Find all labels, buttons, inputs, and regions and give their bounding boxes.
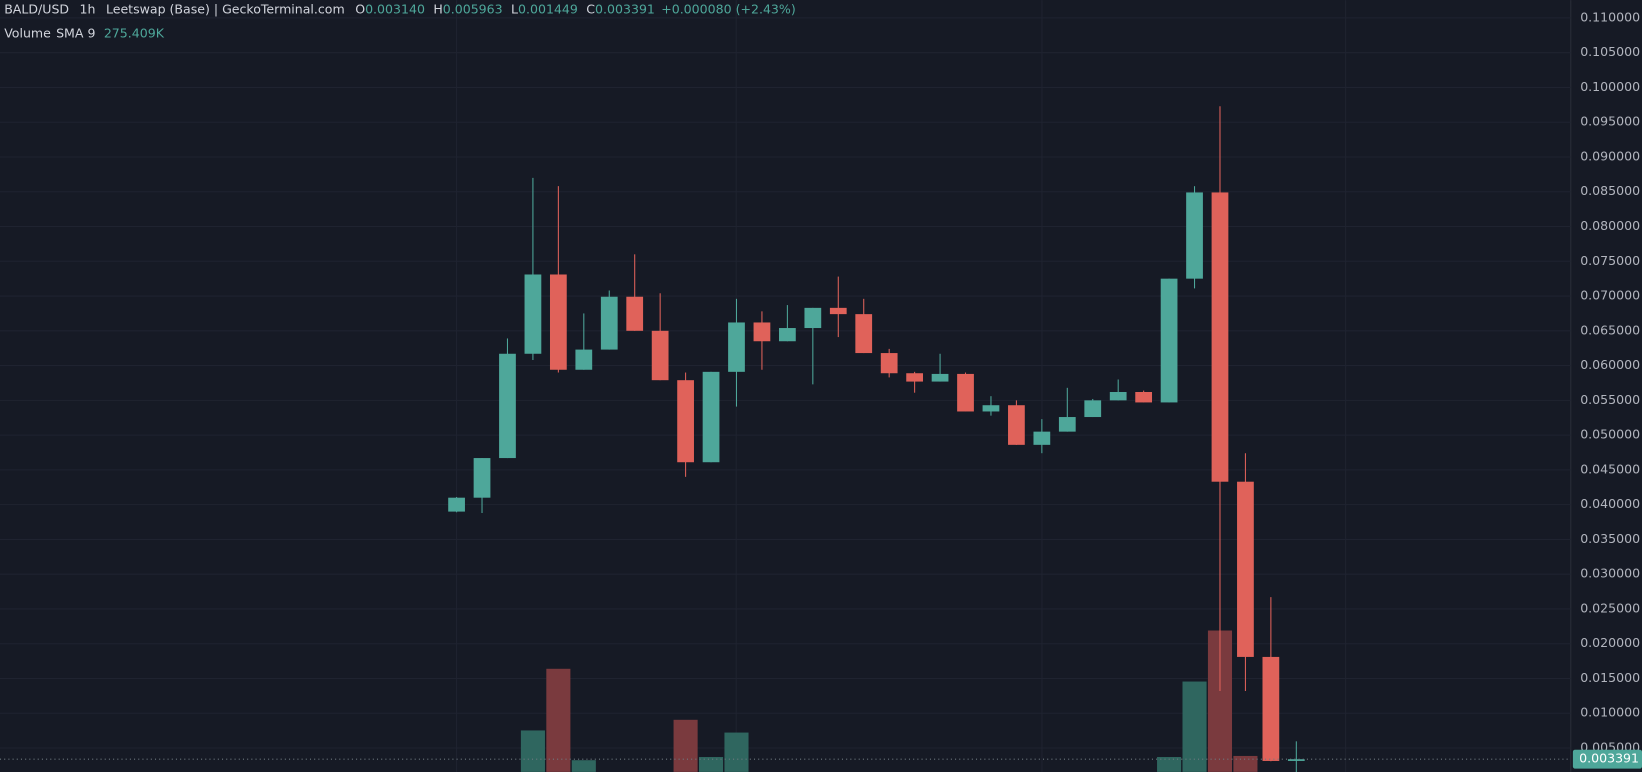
candle-body <box>1160 278 1178 403</box>
ohlc-value: 0.003391 <box>595 1 655 16</box>
y-tick-label: 0.020000 <box>1580 635 1640 650</box>
y-tick-label: 0.045000 <box>1580 461 1640 476</box>
y-tick-label: 0.035000 <box>1580 531 1640 546</box>
candle-body <box>1237 481 1254 657</box>
candle-body <box>1058 417 1076 432</box>
candle-body <box>829 307 847 315</box>
candle-body <box>702 371 720 463</box>
y-tick-label: 0.060000 <box>1580 357 1640 372</box>
candle-body <box>855 314 873 354</box>
y-tick-label: 0.105000 <box>1580 44 1640 59</box>
candle-body <box>473 458 491 498</box>
interval: 1h <box>80 1 96 16</box>
volume-bar <box>699 757 724 772</box>
legend-header: BALD/USD 1h Leetswap (Base) | GeckoTermina… <box>4 1 796 17</box>
candle-body <box>600 296 618 350</box>
volume-bar <box>571 760 596 772</box>
candle-body <box>779 328 796 342</box>
candle-body <box>728 322 745 372</box>
ohlc-key: O <box>355 1 365 16</box>
candle-body <box>1033 431 1051 445</box>
candle-body <box>575 349 593 370</box>
candle-body <box>1008 405 1025 445</box>
candle-body <box>1186 192 1203 279</box>
y-tick-label: 0.065000 <box>1580 322 1640 337</box>
candle-body <box>626 296 644 331</box>
candle-body <box>1135 392 1153 403</box>
y-tick-label: 0.110000 <box>1580 9 1640 24</box>
candle-body <box>448 497 465 512</box>
volume-bar <box>546 668 571 772</box>
candle-body <box>753 322 771 342</box>
y-tick-label: 0.070000 <box>1580 288 1640 303</box>
candle-body <box>880 353 898 374</box>
symbol: BALD/USD <box>4 1 69 16</box>
volume-bar <box>520 730 545 772</box>
candle-body <box>1287 759 1305 761</box>
candle-body <box>1211 192 1229 482</box>
candle-body <box>957 373 974 412</box>
y-tick-label: 0.010000 <box>1580 705 1640 720</box>
candle-body <box>1262 656 1280 761</box>
ohlc-key: C <box>586 1 595 16</box>
volume-label: Volume <box>4 25 51 40</box>
volume-bar <box>1157 757 1182 772</box>
candle-body <box>906 373 923 382</box>
candle-body <box>499 353 516 459</box>
y-tick-label: 0.025000 <box>1580 600 1640 615</box>
volume-sma-value: 275.409K <box>104 25 165 40</box>
candle-body <box>931 373 949 382</box>
volume-legend: Volume SMA 9 275.409K <box>4 25 165 40</box>
candle-body <box>1084 400 1102 418</box>
candle-body <box>677 380 694 463</box>
volume-bar <box>673 719 698 772</box>
volume-bar <box>1233 755 1258 772</box>
candle-body <box>982 405 1000 412</box>
last-price-tag <box>1572 749 1642 769</box>
volume-sma-label: SMA 9 <box>56 25 95 40</box>
volume-bar <box>1182 681 1207 772</box>
y-tick-label: 0.050000 <box>1580 427 1640 442</box>
y-tick-label: 0.100000 <box>1580 79 1640 94</box>
candle-body <box>524 274 542 354</box>
ohlc-key: L <box>511 1 518 16</box>
source: Leetswap (Base) | GeckoTerminal.com <box>106 1 345 17</box>
last-price-label: 0.003391 <box>1579 751 1639 766</box>
y-tick-label: 0.075000 <box>1580 253 1640 268</box>
candle-body <box>651 330 669 381</box>
candle-body <box>1109 392 1127 401</box>
candle-body <box>804 307 822 329</box>
y-tick-label: 0.055000 <box>1580 392 1640 407</box>
y-tick-label: 0.030000 <box>1580 566 1640 581</box>
y-tick-label: 0.095000 <box>1580 114 1640 129</box>
y-tick-label: 0.040000 <box>1580 496 1640 511</box>
change: +0.000080 (+2.43%) <box>661 1 796 16</box>
ohlc-key: H <box>433 1 442 16</box>
ohlc-value: 0.005963 <box>443 1 503 16</box>
ohlc-value: 0.001449 <box>518 1 578 16</box>
y-tick-label: 0.090000 <box>1580 148 1640 163</box>
volume-bar <box>724 732 749 772</box>
candle-body <box>549 274 567 370</box>
ohlc-value: 0.003140 <box>365 1 425 16</box>
y-tick-label: 0.085000 <box>1580 183 1640 198</box>
y-tick-label: 0.015000 <box>1580 670 1640 685</box>
y-tick-label: 0.080000 <box>1580 218 1640 233</box>
